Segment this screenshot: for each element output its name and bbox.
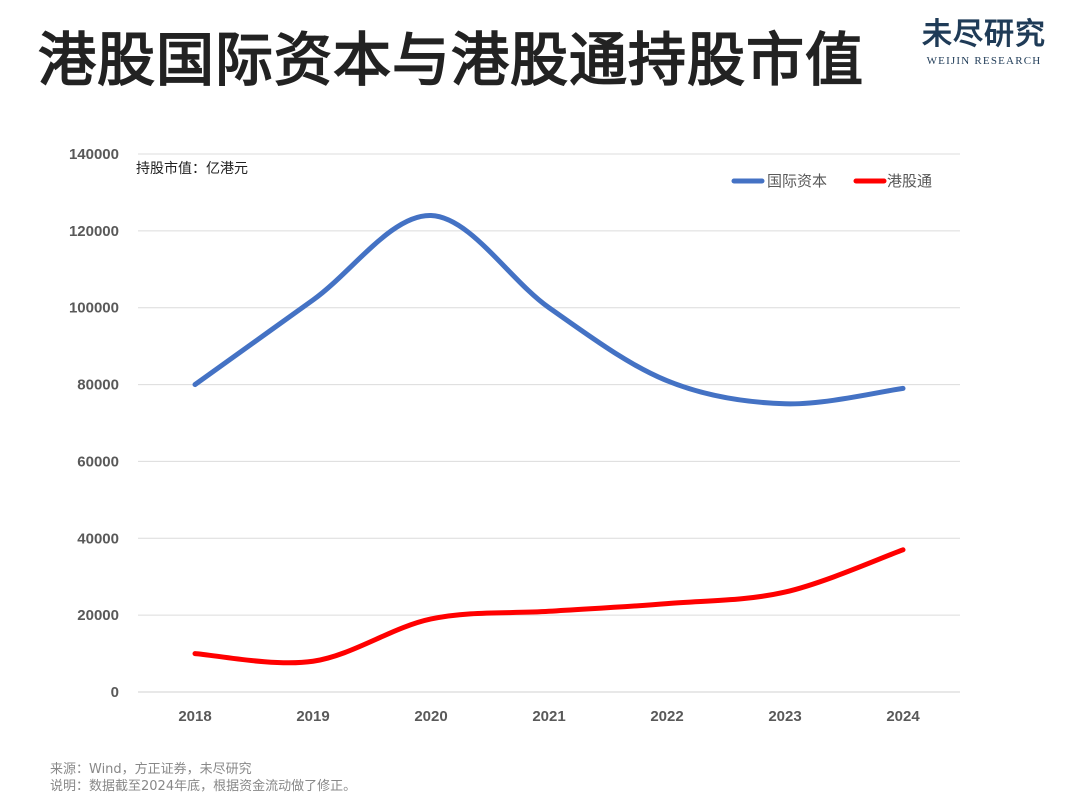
brand-logo: 未尽研究 WEIJIN RESEARCH [918, 16, 1050, 68]
page-title: 港股国际资本与港股通持股市值 [38, 26, 865, 94]
x-tick-label-2022: 2022 [650, 708, 683, 725]
y-tick-label-140000: 140000 [69, 146, 119, 163]
series-line-1 [192, 547, 906, 666]
y-tick-label-80000: 80000 [77, 377, 119, 394]
legend-label-0: 国际资本 [767, 172, 827, 190]
logo-cn-text: 未尽研究 [922, 17, 1046, 52]
legend-label-1: 港股通 [887, 172, 932, 190]
series-line-0 [192, 212, 906, 407]
x-tick-label-2021: 2021 [532, 708, 565, 725]
x-tick-label-2023: 2023 [768, 708, 801, 725]
y-tick-label-0: 0 [111, 684, 119, 701]
explanation-note: 说明：数据截至2024年底，根据资金流动做了修正。 [50, 779, 357, 794]
y-tick-label-60000: 60000 [77, 453, 119, 470]
y-tick-label-100000: 100000 [69, 300, 119, 317]
x-tick-label-2018: 2018 [178, 708, 211, 725]
unit-label: 持股市值：亿港元 [136, 161, 248, 177]
y-tick-label-40000: 40000 [77, 530, 119, 547]
logo-en-text: WEIJIN RESEARCH [926, 55, 1042, 67]
x-tick-label-2024: 2024 [886, 708, 920, 725]
x-tick-label-2020: 2020 [414, 708, 447, 725]
x-tick-label-2019: 2019 [296, 708, 329, 725]
y-tick-label-20000: 20000 [77, 607, 119, 624]
source-note: 来源：Wind，方正证券，未尽研究 [50, 762, 252, 777]
y-tick-label-120000: 120000 [69, 223, 119, 240]
